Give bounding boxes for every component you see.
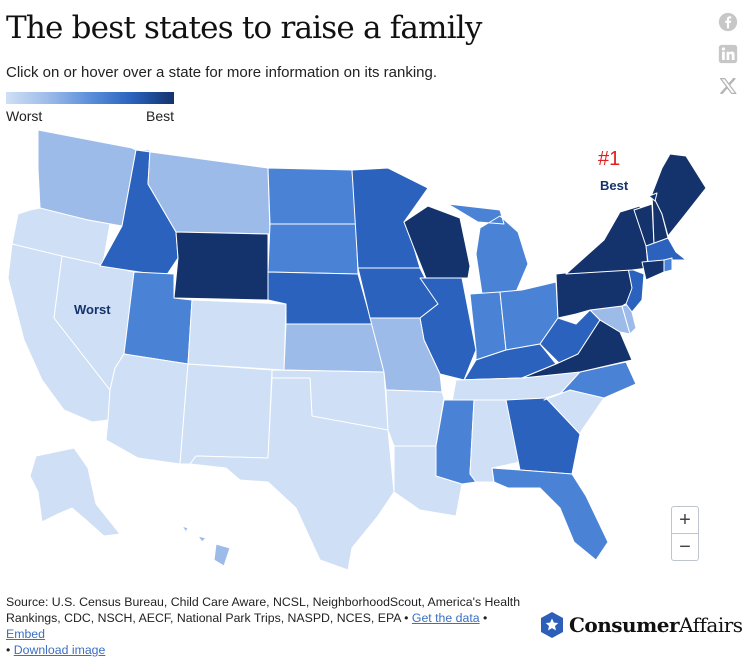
consumer-affairs-star-icon: [541, 612, 563, 638]
map-annotations: #1 Best Worst: [74, 148, 658, 317]
state-missouri[interactable]: Missouri: [369, 317, 443, 393]
linkedin-share-button[interactable]: [717, 43, 739, 65]
state-south-dakota[interactable]: South Dakota: [267, 223, 359, 275]
state-new-jersey[interactable]: New Jersey: [625, 267, 645, 313]
source-text: Source: U.S. Census Bureau, Child Care A…: [6, 595, 521, 625]
legend-low-label: Worst: [6, 108, 43, 124]
legend-high-label: Best: [146, 108, 175, 124]
linkedin-icon: [718, 44, 738, 64]
brand-name-part2: Affairs: [679, 613, 743, 637]
state-connecticut[interactable]: Connecticut: [641, 259, 665, 281]
brand-name-part1: Consumer: [569, 613, 680, 637]
page-subtitle: Click on or hover over a state for more …: [6, 64, 438, 81]
state-new-mexico[interactable]: New Mexico: [179, 363, 273, 465]
state-georgia[interactable]: Georgia: [505, 397, 581, 475]
state-arkansas[interactable]: Arkansas: [385, 389, 445, 447]
facebook-icon: [718, 12, 738, 32]
state-rhode-island[interactable]: Rhode Island: [663, 257, 673, 273]
best-arrowhead-icon: [648, 192, 658, 202]
state-arizona[interactable]: Arizona: [105, 353, 189, 465]
worst-state-label: Worst: [74, 302, 111, 317]
consumer-affairs-logo: Consumer Affairs: [538, 611, 743, 639]
state-michigan[interactable]: Michigan: [447, 203, 529, 295]
page-title: The best states to raise a family: [6, 10, 482, 46]
state-alaska[interactable]: Alaska: [29, 447, 121, 537]
zoom-out-button[interactable]: −: [671, 533, 699, 561]
state-texas[interactable]: Texas: [189, 377, 395, 571]
state-kansas[interactable]: Kansas: [283, 323, 385, 373]
legend-gradient: [6, 92, 174, 104]
source-note: Source: U.S. Census Bureau, Child Care A…: [6, 595, 521, 657]
x-icon: [720, 78, 737, 94]
download-image-link[interactable]: Download image: [13, 643, 106, 657]
state-north-carolina[interactable]: North Carolina: [543, 361, 637, 401]
us-states-map: Washington Oregon California Nevada Idah…: [7, 129, 707, 571]
state-north-dakota[interactable]: North Dakota: [267, 167, 357, 225]
state-colorado[interactable]: Colorado: [187, 299, 287, 371]
state-shapes: Washington Oregon California Nevada Idah…: [7, 129, 707, 571]
get-data-link[interactable]: Get the data: [411, 611, 480, 625]
facebook-share-button[interactable]: [717, 11, 739, 33]
embed-link[interactable]: Embed: [6, 627, 45, 641]
state-wisconsin[interactable]: Wisconsin: [403, 205, 471, 279]
state-florida[interactable]: Florida: [491, 467, 609, 561]
best-state-label: Best: [600, 178, 629, 193]
rank-number-label: #1: [598, 148, 620, 170]
state-hawaii[interactable]: Hawaii: [181, 525, 231, 567]
zoom-in-button[interactable]: +: [671, 506, 699, 534]
x-share-button[interactable]: [717, 75, 739, 97]
state-wyoming[interactable]: Wyoming: [173, 231, 269, 301]
